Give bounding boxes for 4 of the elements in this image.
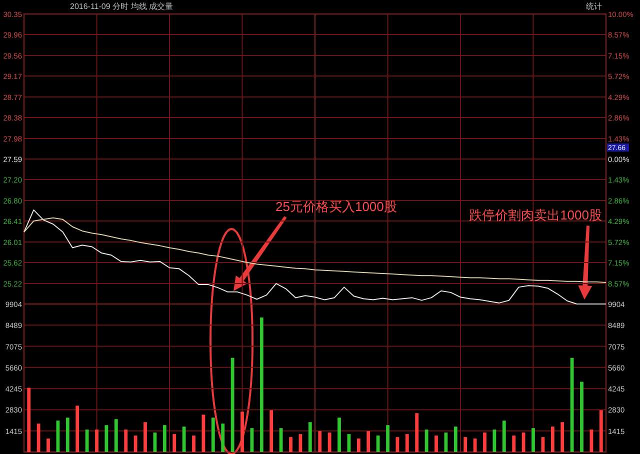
annotation: 跌停价割肉卖出1000股 <box>469 208 602 223</box>
chart-title: 2016-11-09 分时 均线 成交量 <box>70 2 173 11</box>
annotation: 25元价格买入1000股 <box>276 198 397 214</box>
text: 统计 <box>586 2 602 11</box>
